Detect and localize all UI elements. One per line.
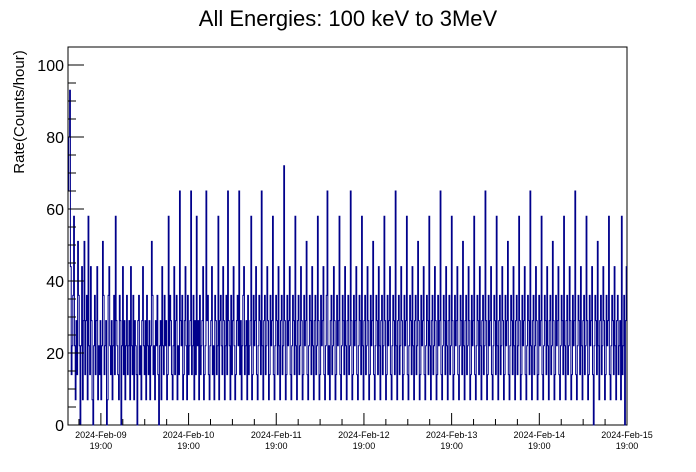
x-tick-date-label: 2024-Feb-12: [338, 430, 390, 440]
x-tick-time-label: 19:00: [177, 441, 200, 451]
x-tick-time-label: 19:00: [616, 441, 639, 451]
chart-title: All Energies: 100 keV to 3MeV: [199, 6, 498, 31]
y-tick-label: 60: [46, 202, 64, 219]
x-tick-date-label: 2024-Feb-13: [426, 430, 478, 440]
data-series-line: [68, 89, 627, 426]
y-tick-label: 0: [55, 418, 64, 435]
y-axis-label: Rate(Counts/hour): [11, 50, 28, 173]
x-tick-time-label: 19:00: [528, 441, 551, 451]
y-tick-label: 40: [46, 274, 64, 291]
plot-frame: [67, 46, 628, 426]
x-tick-date-label: 2024-Feb-10: [163, 430, 215, 440]
y-tick-label: 100: [37, 58, 64, 75]
y-tick-label: 80: [46, 130, 64, 147]
plot-area: [67, 46, 628, 426]
x-axis: 2024-Feb-0919:002024-Feb-1019:002024-Feb…: [75, 413, 653, 451]
x-tick-date-label: 2024-Feb-09: [75, 430, 127, 440]
x-tick-date-label: 2024-Feb-11: [251, 430, 302, 440]
x-tick-date-label: 2024-Feb-15: [601, 430, 653, 440]
x-tick-time-label: 19:00: [90, 441, 113, 451]
x-tick-time-label: 19:00: [440, 441, 463, 451]
y-axis: 0 20 40 60 80 100: [37, 46, 84, 435]
y-tick-label: 20: [46, 346, 64, 363]
x-tick-time-label: 19:00: [265, 441, 288, 451]
x-tick-date-label: 2024-Feb-14: [514, 430, 566, 440]
x-tick-time-label: 19:00: [353, 441, 376, 451]
